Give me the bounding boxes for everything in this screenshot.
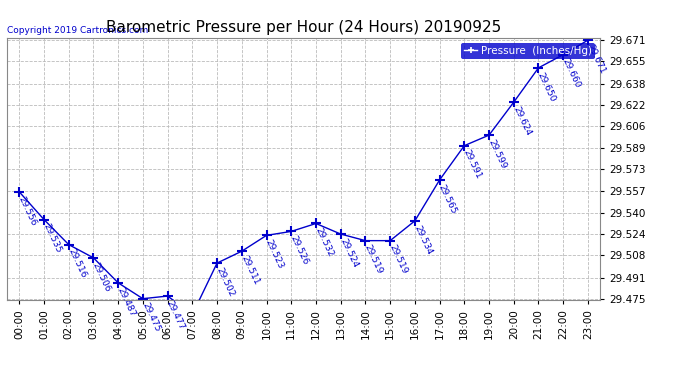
Text: 29.463: 29.463 bbox=[0, 374, 1, 375]
Text: 29.511: 29.511 bbox=[239, 254, 261, 286]
Text: 29.535: 29.535 bbox=[41, 222, 63, 255]
Text: 29.524: 29.524 bbox=[338, 237, 359, 269]
Text: 29.526: 29.526 bbox=[288, 234, 310, 266]
Text: 29.650: 29.650 bbox=[536, 70, 558, 103]
Text: 29.534: 29.534 bbox=[412, 224, 434, 256]
Text: 29.519: 29.519 bbox=[363, 243, 384, 276]
Text: 29.477: 29.477 bbox=[165, 299, 186, 331]
Legend: Pressure  (Inches/Hg): Pressure (Inches/Hg) bbox=[461, 43, 595, 59]
Text: Copyright 2019 Cartronics.com: Copyright 2019 Cartronics.com bbox=[7, 26, 148, 35]
Text: 29.565: 29.565 bbox=[437, 183, 458, 215]
Text: 29.506: 29.506 bbox=[91, 261, 112, 293]
Text: 29.475: 29.475 bbox=[140, 302, 161, 334]
Text: 29.519: 29.519 bbox=[388, 243, 409, 276]
Text: 29.624: 29.624 bbox=[511, 105, 533, 137]
Title: Barometric Pressure per Hour (24 Hours) 20190925: Barometric Pressure per Hour (24 Hours) … bbox=[106, 20, 501, 35]
Text: 29.599: 29.599 bbox=[486, 138, 508, 170]
Text: 29.516: 29.516 bbox=[66, 248, 88, 280]
Text: 29.671: 29.671 bbox=[585, 43, 607, 75]
Text: 29.556: 29.556 bbox=[17, 195, 38, 227]
Text: 29.502: 29.502 bbox=[215, 266, 236, 298]
Text: 29.532: 29.532 bbox=[313, 226, 335, 258]
Text: 29.591: 29.591 bbox=[462, 148, 483, 181]
Text: 29.487: 29.487 bbox=[115, 286, 137, 318]
Text: 29.523: 29.523 bbox=[264, 238, 286, 270]
Text: 29.660: 29.660 bbox=[560, 57, 582, 90]
